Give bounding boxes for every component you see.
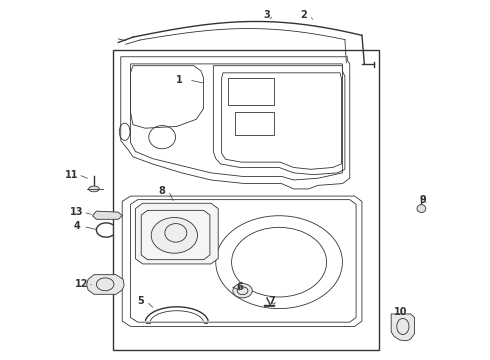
Polygon shape [391,314,415,341]
Text: 10: 10 [394,307,408,317]
Polygon shape [93,211,122,219]
Bar [235,112,274,135]
Text: 13: 13 [70,207,84,217]
Circle shape [233,284,252,298]
Polygon shape [135,203,218,264]
Bar [228,78,274,105]
Text: 7: 7 [269,296,275,306]
Bar [114,50,379,350]
Text: 12: 12 [75,279,89,289]
Text: 1: 1 [176,75,183,85]
Text: 11: 11 [65,170,79,180]
Polygon shape [87,275,124,294]
Text: 2: 2 [300,10,307,20]
Text: 5: 5 [137,296,144,306]
Text: 9: 9 [419,195,426,204]
Text: 8: 8 [159,186,166,196]
Text: 3: 3 [264,10,270,20]
Ellipse shape [89,186,99,192]
Ellipse shape [151,217,197,253]
Text: 4: 4 [74,221,80,231]
Text: 6: 6 [237,282,244,292]
Ellipse shape [417,204,426,212]
